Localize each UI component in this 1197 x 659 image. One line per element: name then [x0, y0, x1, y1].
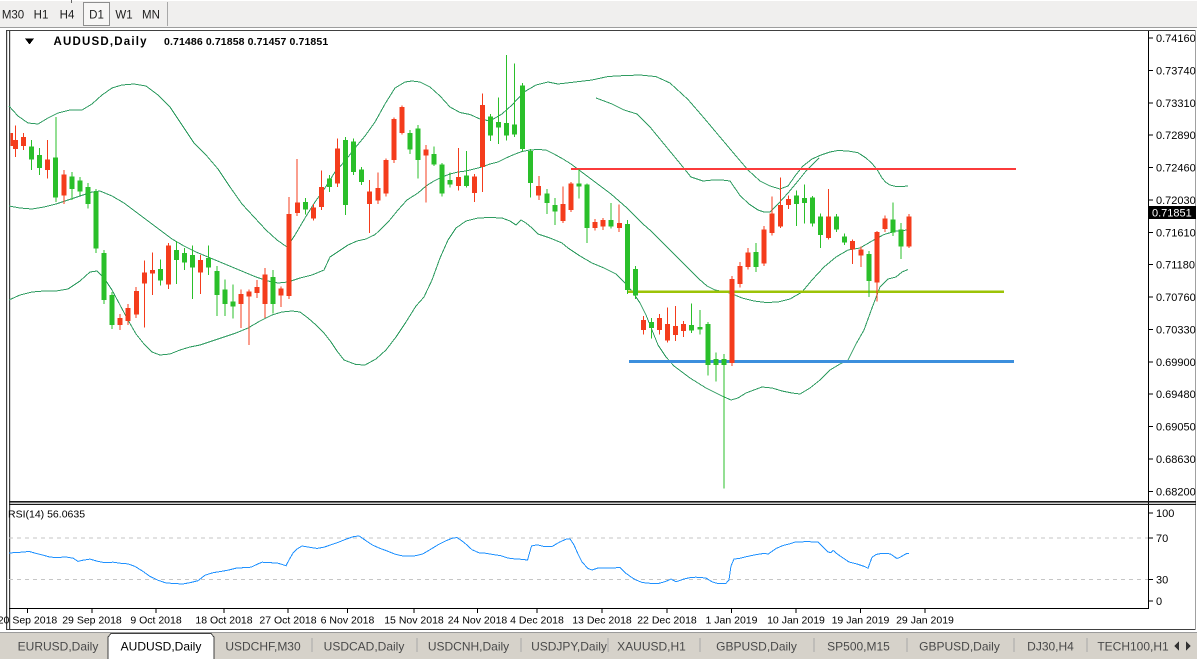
svg-text:0: 0: [1156, 596, 1162, 608]
svg-text:18 Oct 2018: 18 Oct 2018: [195, 615, 252, 627]
svg-text:0.71486 0.71858 0.71457 0.7185: 0.71486 0.71858 0.71457 0.71851: [164, 36, 328, 48]
svg-text:AUDUSD,Daily: AUDUSD,Daily: [121, 640, 202, 654]
svg-text:70: 70: [1156, 533, 1168, 545]
svg-text:SP500,M15: SP500,M15: [827, 640, 890, 654]
svg-text:0.73310: 0.73310: [1156, 98, 1196, 110]
svg-text:0.73740: 0.73740: [1156, 65, 1196, 77]
svg-text:GBPUSD,Daily: GBPUSD,Daily: [716, 640, 797, 654]
svg-text:GBPUSD,Daily: GBPUSD,Daily: [919, 640, 1000, 654]
svg-text:30: 30: [1156, 575, 1168, 587]
svg-text:0.70330: 0.70330: [1156, 324, 1196, 336]
svg-text:0.74160: 0.74160: [1156, 33, 1196, 45]
svg-text:9 Oct 2018: 9 Oct 2018: [130, 615, 182, 627]
svg-text:USDCAD,Daily: USDCAD,Daily: [324, 640, 405, 654]
svg-text:100: 100: [1156, 508, 1174, 520]
svg-text:TECH100,H1: TECH100,H1: [1097, 640, 1169, 654]
svg-text:0.71851: 0.71851: [1152, 208, 1192, 220]
svg-text:AUDUSD,Daily: AUDUSD,Daily: [54, 36, 148, 48]
svg-text:USDCNH,Daily: USDCNH,Daily: [428, 640, 509, 654]
svg-text:15 Nov 2018: 15 Nov 2018: [384, 615, 444, 627]
svg-text:W1: W1: [115, 10, 132, 22]
svg-text:13 Dec 2018: 13 Dec 2018: [572, 615, 632, 627]
svg-text:0.69900: 0.69900: [1156, 357, 1196, 369]
svg-text:0.71610: 0.71610: [1156, 227, 1196, 239]
svg-text:29 Sep 2018: 29 Sep 2018: [62, 615, 122, 627]
svg-text:MN: MN: [142, 10, 160, 22]
svg-text:M30: M30: [2, 10, 24, 22]
svg-text:0.71180: 0.71180: [1156, 260, 1195, 272]
svg-text:20 Sep 2018: 20 Sep 2018: [0, 615, 57, 627]
svg-text:USDCHF,M30: USDCHF,M30: [225, 640, 301, 654]
svg-text:0.72030: 0.72030: [1156, 195, 1196, 207]
svg-text:0.69050: 0.69050: [1156, 422, 1196, 434]
svg-text:H4: H4: [60, 10, 75, 22]
svg-text:EURUSD,Daily: EURUSD,Daily: [18, 640, 99, 654]
svg-text:XAUUSD,H1: XAUUSD,H1: [617, 640, 686, 654]
svg-text:27 Oct 2018: 27 Oct 2018: [259, 615, 316, 627]
svg-text:USDJPY,Daily: USDJPY,Daily: [531, 640, 607, 654]
svg-text:6 Nov 2018: 6 Nov 2018: [321, 615, 375, 627]
svg-text:22 Dec 2018: 22 Dec 2018: [637, 615, 697, 627]
svg-text:D1: D1: [89, 10, 104, 22]
svg-text:0.72460: 0.72460: [1156, 163, 1196, 175]
svg-text:4 Dec 2018: 4 Dec 2018: [510, 615, 564, 627]
svg-text:29 Jan 2019: 29 Jan 2019: [896, 615, 954, 627]
svg-text:10 Jan 2019: 10 Jan 2019: [767, 615, 825, 627]
svg-text:0.68630: 0.68630: [1156, 454, 1196, 466]
svg-text:19 Jan 2019: 19 Jan 2019: [832, 615, 890, 627]
svg-text:24 Nov 2018: 24 Nov 2018: [448, 615, 508, 627]
svg-text:H1: H1: [34, 10, 49, 22]
svg-text:0.72890: 0.72890: [1156, 130, 1196, 142]
svg-text:RSI(14) 56.0635: RSI(14) 56.0635: [8, 509, 85, 521]
svg-text:0.68200: 0.68200: [1156, 486, 1196, 498]
svg-text:DJ30,H4: DJ30,H4: [1027, 640, 1074, 654]
svg-text:1 Jan 2019: 1 Jan 2019: [706, 615, 758, 627]
svg-text:0.70760: 0.70760: [1156, 292, 1196, 304]
svg-text:0.69480: 0.69480: [1156, 389, 1196, 401]
